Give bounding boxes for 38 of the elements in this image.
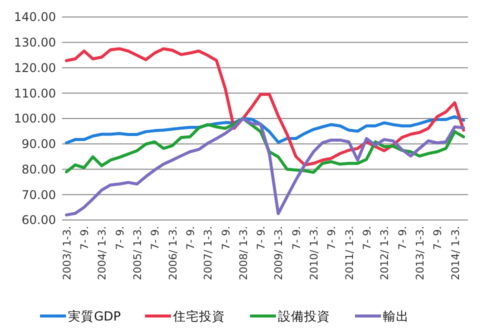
line-series — [64, 117, 466, 216]
x-tick-label: 7- 9. — [184, 226, 197, 250]
x-tick-label: 2014/ 1-3. — [450, 226, 462, 280]
x-tick-label: 2009/ 1-3. — [273, 226, 286, 280]
y-tick-label: 100.00 — [14, 112, 56, 126]
x-tick-label: 2008/ 1-3. — [238, 226, 250, 280]
x-tick-label: 7- 9. — [290, 226, 303, 250]
x-tick-label: 2012/ 1-3. — [379, 226, 392, 280]
x-tick-label: 7- 9. — [150, 226, 162, 250]
y-tick-label: 140.00 — [14, 10, 56, 24]
x-tick-label: 7- 9. — [326, 226, 338, 250]
x-tick-label: 2003/ 1-3. — [61, 226, 74, 280]
x-tick-label: 7- 9. — [432, 226, 444, 250]
x-tick-label: 7- 9. — [79, 226, 92, 250]
y-tick-label: 60.00 — [22, 213, 56, 228]
y-tick-label: 110.00 — [14, 86, 56, 100]
x-tick-label: 7- 9. — [256, 226, 268, 250]
x-tick-label: 2011/ 1-3. — [344, 226, 356, 280]
y-tick-label: 70.00 — [22, 188, 56, 202]
legend-label: 輸出 — [383, 308, 409, 324]
y-tick-label: 90.00 — [22, 137, 56, 152]
legend-label: 住宅投資 — [172, 308, 225, 324]
x-tick-label: 2005/ 1-3. — [132, 226, 144, 280]
x-tick-label: 7- 9. — [362, 226, 374, 250]
line-series — [64, 47, 466, 166]
x-tick-label: 2007/ 1-3. — [202, 226, 215, 280]
y-tick-label: 80.00 — [22, 162, 56, 176]
x-tick-label: 7- 9. — [396, 226, 409, 250]
x-tick-label: 2006/ 1-3. — [167, 226, 180, 280]
legend-label: 実質GDP — [68, 308, 122, 324]
x-tick-label: 2004/ 1-3. — [96, 226, 109, 280]
x-tick-label: 2010/ 1-3. — [308, 226, 321, 280]
y-tick-label: 120.00 — [14, 60, 56, 75]
y-tick-label: 130.00 — [14, 36, 56, 50]
legend-label: 設備投資 — [278, 308, 330, 324]
x-tick-label: 7- 9. — [220, 226, 232, 250]
x-tick-label: 7- 9. — [114, 226, 126, 250]
x-tick-label: 2013/ 1-3. — [414, 226, 426, 280]
